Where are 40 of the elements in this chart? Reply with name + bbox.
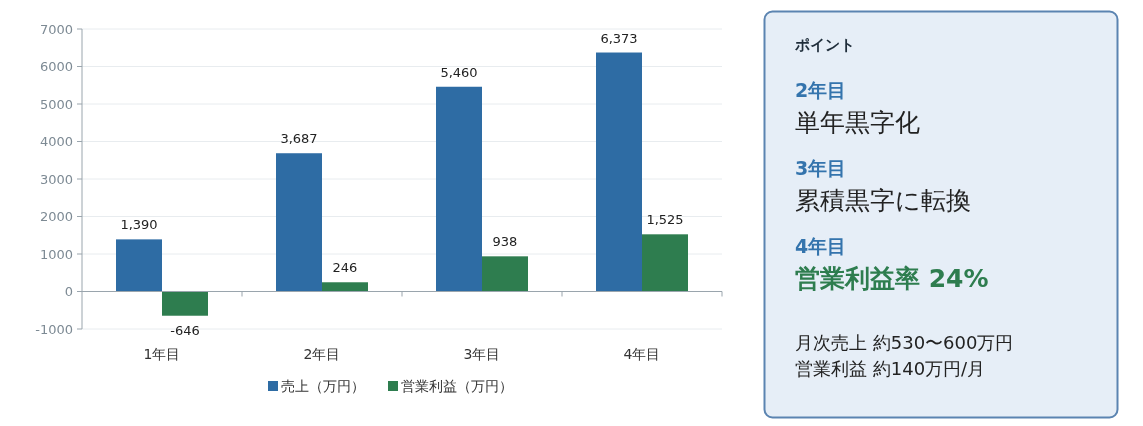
bar — [276, 153, 322, 292]
data-label: 5,460 — [440, 64, 478, 80]
y-tick-label: -1000 — [35, 321, 73, 337]
data-label: 1,525 — [646, 212, 684, 228]
text: 営業利益 約140万円/月 — [795, 358, 986, 379]
text: ポイント — [794, 36, 855, 54]
y-tick-label: 1000 — [39, 246, 73, 262]
bar — [436, 86, 482, 292]
text: 月次売上 約530〜600万円 — [795, 332, 1014, 353]
data-label: 938 — [492, 234, 518, 250]
x-tick-label: 1年目 — [143, 346, 181, 362]
y-tick-label: 5000 — [39, 96, 73, 112]
data-label: 246 — [332, 260, 358, 276]
text: 3年目 — [795, 157, 847, 179]
text: 単年黒字化 — [795, 108, 920, 137]
y-tick-label: 4000 — [39, 134, 73, 149]
legend-label: 営業利益（万円） — [401, 378, 513, 394]
text: 4年目 — [795, 235, 847, 257]
bar — [642, 234, 688, 292]
y-tick-label: 6000 — [39, 59, 73, 74]
text: 営業利益率 24% — [795, 264, 989, 293]
data-label: 6,373 — [600, 30, 638, 46]
y-tick-label: 7000 — [39, 21, 73, 37]
y-tick-label: 3000 — [39, 171, 73, 187]
bar — [596, 52, 642, 292]
data-label: 1,390 — [120, 217, 158, 233]
x-tick-label: 4年目 — [623, 346, 661, 362]
y-tick-label: 0 — [64, 284, 73, 299]
x-tick-label: 3年目 — [463, 346, 501, 362]
text: 累積黒字に転換 — [795, 186, 971, 215]
x-tick-label: 2年目 — [303, 346, 341, 362]
text: 2年目 — [795, 79, 847, 101]
y-tick-label: 2000 — [39, 209, 73, 224]
bar — [482, 256, 528, 292]
bar — [116, 239, 162, 292]
data-label: 3,687 — [280, 131, 318, 147]
bar — [322, 282, 368, 292]
legend-label: 売上（万円） — [281, 378, 365, 394]
data-label: -646 — [170, 322, 200, 338]
bar — [162, 291, 208, 316]
